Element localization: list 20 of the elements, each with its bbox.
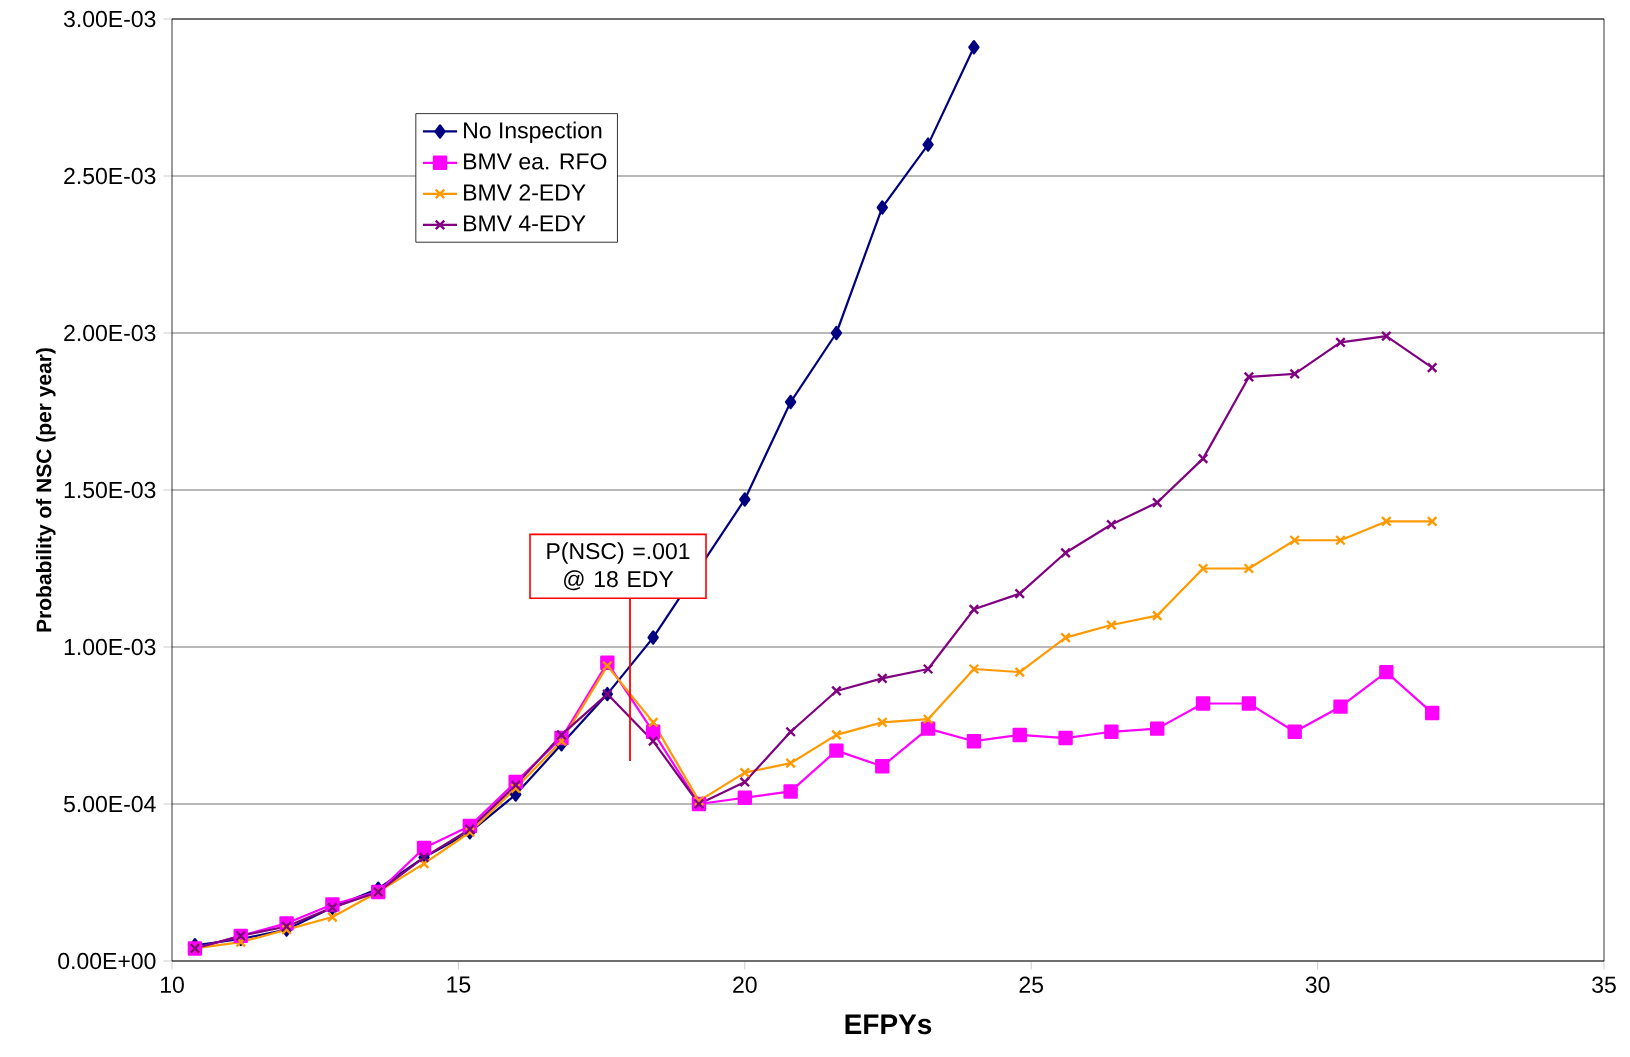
legend-label: BMV ea. RFO <box>464 153 607 170</box>
x-tick-label: 20 <box>733 976 757 993</box>
legend-label: BMV 4-EDY <box>464 215 586 232</box>
x-tick-label: 35 <box>1592 976 1616 993</box>
legend-label: BMV 2-EDY <box>464 184 586 201</box>
legend-label: No Inspection <box>464 121 602 144</box>
y-tick-label: 2.50E-03 <box>64 167 156 185</box>
x-tick-label: 25 <box>1019 976 1044 993</box>
y-tick-label: 0.00E+00 <box>58 952 156 970</box>
x-tick-label: 15 <box>447 976 471 993</box>
y-tick-label: 1.00E-03 <box>64 638 156 656</box>
x-axis-title: EFPYs <box>845 1014 932 1035</box>
y-axis-title: Probability of NSC (per year) <box>35 348 56 632</box>
y-tick-label: 1.50E-03 <box>64 481 156 499</box>
x-tick-label: 30 <box>1305 976 1330 993</box>
x-tick-label: 10 <box>160 976 184 993</box>
y-tick-label: 3.00E-03 <box>63 10 156 28</box>
y-tick-label: 5.00E-04 <box>63 795 156 813</box>
y-tick-label: 2.00E-03 <box>64 324 156 342</box>
annotation: P(NSC) =.001 @ 18 EDY <box>547 542 690 591</box>
